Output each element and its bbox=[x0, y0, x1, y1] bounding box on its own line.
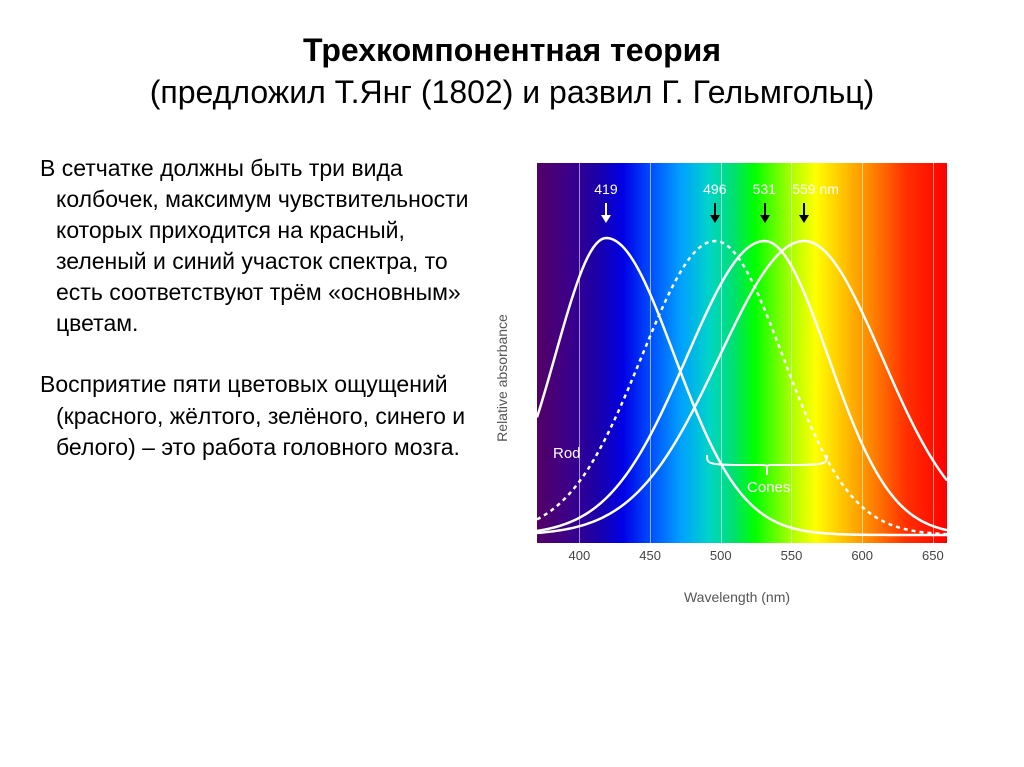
peak-arrow-cone-m bbox=[760, 203, 770, 225]
cones-brace bbox=[702, 453, 832, 481]
x-axis-label: Wavelength (nm) bbox=[684, 589, 790, 605]
x-tick: 450 bbox=[639, 548, 661, 563]
peak-arrow-rod bbox=[710, 203, 720, 225]
x-tick: 550 bbox=[781, 548, 803, 563]
chart-column: Relative absorbance 419 496 531 559 nm Rod … bbox=[490, 153, 984, 603]
peak-label-rod: 496 bbox=[703, 181, 726, 197]
absorbance-chart: Relative absorbance 419496531559 nm Rod … bbox=[507, 153, 967, 603]
title-block: Трехкомпонентная теория (предложил Т.Янг… bbox=[40, 30, 984, 113]
content-row: В сетчатке должны быть три вида колбочек… bbox=[40, 153, 984, 603]
x-tick: 600 bbox=[851, 548, 873, 563]
paragraph-1: В сетчатке должны быть три вида колбочек… bbox=[40, 153, 470, 339]
cones-label: Cones bbox=[747, 479, 790, 496]
title-main: Трехкомпонентная теория bbox=[40, 30, 984, 72]
peak-arrow-cone-l bbox=[799, 203, 809, 225]
title-subtitle: (предложил Т.Янг (1802) и развил Г. Гель… bbox=[40, 72, 984, 114]
peak-label-cone-l: 559 nm bbox=[792, 181, 839, 197]
x-tick: 650 bbox=[922, 548, 944, 563]
x-axis-ticks: 400 450 500 550 600 650 bbox=[537, 548, 947, 568]
rod-label: Rod bbox=[553, 445, 581, 462]
paragraph-2: Восприятие пяти цветовых ощущений (красн… bbox=[40, 369, 470, 462]
peak-label-cone-s: 419 bbox=[594, 181, 617, 197]
text-column: В сетчатке должны быть три вида колбочек… bbox=[40, 153, 470, 603]
x-tick: 500 bbox=[710, 548, 732, 563]
x-tick: 400 bbox=[569, 548, 591, 563]
peak-arrow-cone-s bbox=[601, 203, 611, 225]
y-axis-label: Relative absorbance bbox=[494, 314, 510, 442]
peak-label-cone-m: 531 bbox=[753, 181, 776, 197]
plot-area: 419 496 531 559 nm Rod Cones bbox=[537, 163, 947, 543]
absorbance-curves bbox=[537, 163, 947, 543]
